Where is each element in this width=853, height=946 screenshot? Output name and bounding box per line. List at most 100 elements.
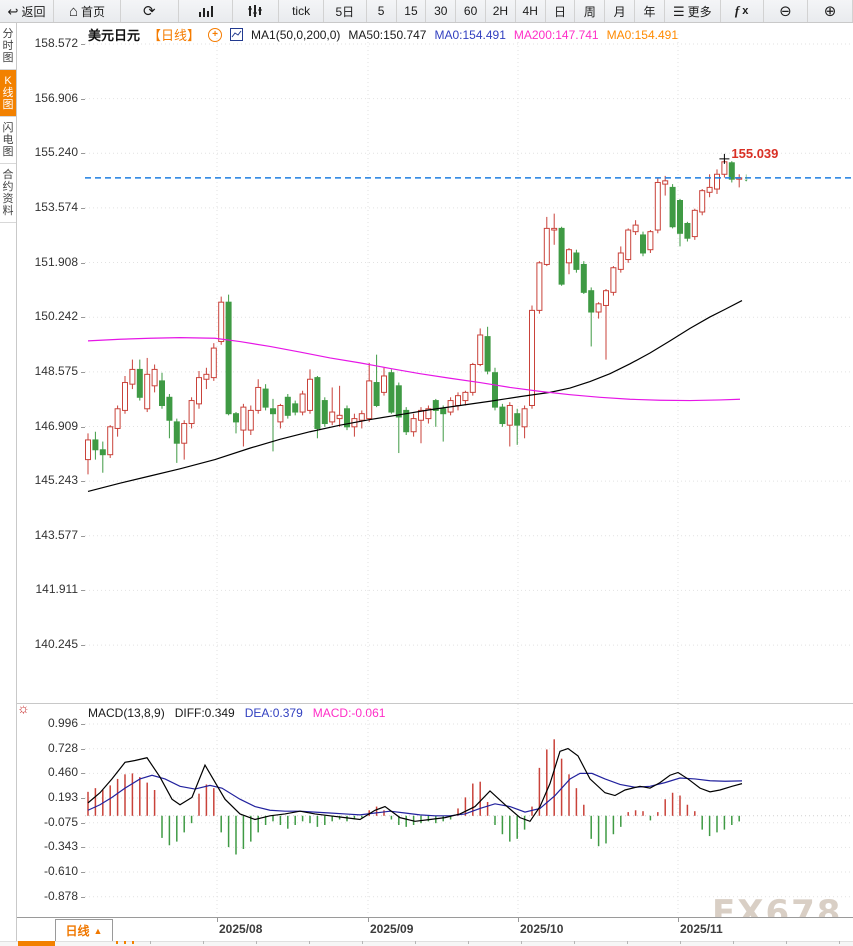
- navigator-tick: [786, 941, 787, 944]
- price-axis-tick: [81, 317, 85, 319]
- price-axis-tick: [81, 207, 85, 209]
- navigator-mark: [116, 941, 118, 944]
- macd-axis-label: -0.610: [43, 864, 78, 879]
- price-axis-tick: [81, 371, 85, 373]
- price-axis-label: 158.572: [34, 36, 78, 50]
- macd-diff-value: DIFF:0.349: [174, 706, 235, 720]
- navigator-tick: [733, 941, 734, 944]
- navigator-tick: [256, 941, 257, 944]
- macd-axis-label: -0.878: [43, 888, 78, 903]
- x-axis-label: 2025/08: [219, 922, 263, 936]
- macd-axis-tick: [81, 773, 85, 775]
- sidebar-item-K线图[interactable]: K 线 图: [0, 70, 16, 117]
- x-axis: 2025/08 2025/09 2025/10 2025/11: [17, 917, 853, 941]
- navigator-tick: [415, 941, 416, 944]
- bottom-navigator-strip[interactable]: [0, 941, 853, 946]
- toolbar-interval-30-button[interactable]: 30: [426, 0, 457, 22]
- navigator-tick: [627, 941, 628, 944]
- sidebar-item-分时图[interactable]: 分 时 图: [0, 23, 16, 70]
- price-axis-label: 143.577: [34, 527, 78, 542]
- sidebar-item-闪电图[interactable]: 闪 电 图: [0, 117, 16, 164]
- price-axis-label: 153.574: [34, 199, 78, 214]
- sidebar-item-合约资料[interactable]: 合 约 资 料: [0, 164, 16, 223]
- macd-header: MACD(13,8,9) DIFF:0.349 DEA:0.379 MACD:-…: [88, 706, 385, 720]
- toolbar-zoom-in-button[interactable]: ⊕: [808, 0, 853, 22]
- symbol-name: 美元日元: [88, 28, 141, 43]
- x-axis-tick: [368, 918, 369, 922]
- x-axis-tick: [678, 918, 679, 922]
- price-axis-tick: [81, 535, 85, 537]
- toolbar-more-button[interactable]: ☰ 更多: [665, 0, 721, 22]
- macd-axis-label: 0.728: [47, 740, 78, 755]
- navigator-tick: [203, 941, 204, 944]
- toolbar-interval-2h-button[interactable]: 2H: [486, 0, 516, 22]
- high-price-label: 155.039: [731, 145, 779, 161]
- toolbar-interval-15-button[interactable]: 15: [397, 0, 427, 22]
- toolbar-interval-5d-button[interactable]: 5日: [324, 0, 367, 22]
- mini-chart-icon: [230, 27, 244, 42]
- navigator-tick: [468, 941, 469, 944]
- macd-axis-label: -0.343: [43, 839, 78, 854]
- navigator-tick: [680, 941, 681, 944]
- toolbar-line-chart-button[interactable]: [179, 0, 233, 22]
- price-axis-label: 141.911: [35, 582, 79, 597]
- macd-dea-value: DEA:0.379: [244, 706, 303, 720]
- macd-axis-tick: [81, 822, 85, 824]
- navigator-mark: [132, 941, 134, 944]
- price-axis-tick: [81, 645, 85, 647]
- toolbar-interval-week-button[interactable]: 周: [575, 0, 606, 22]
- navigator-tick: [362, 941, 363, 944]
- macd-axis-label: 0.996: [47, 716, 78, 730]
- toolbar-refresh-button[interactable]: ⟳: [121, 0, 179, 22]
- main-candlestick-chart[interactable]: [85, 33, 853, 703]
- indicator-settings-icon[interactable]: ☼: [17, 700, 30, 716]
- toolbar-interval-60-button[interactable]: 60: [456, 0, 486, 22]
- price-axis-label: 146.909: [34, 418, 78, 433]
- price-axis-label: 155.240: [34, 145, 78, 160]
- macd-axis-label: 0.193: [47, 790, 78, 804]
- navigator-active-segment: [18, 941, 55, 946]
- toolbar-candle-chart-button[interactable]: [233, 0, 280, 22]
- pane-divider: [17, 703, 853, 704]
- macd-chart[interactable]: [85, 703, 853, 917]
- macd-axis-tick: [81, 896, 85, 898]
- ma200-value: MA200:147.741: [513, 27, 599, 42]
- macd-axis-tick: [81, 798, 85, 799]
- price-axis-tick: [81, 98, 85, 100]
- toolbar-interval-5-button[interactable]: 5: [367, 0, 397, 22]
- ma0-orange-value: MA0:154.491: [606, 27, 678, 42]
- period-selector-arrow-icon: ▲: [93, 925, 103, 936]
- period-selector[interactable]: 日线 ▲: [55, 919, 113, 942]
- macd-params-label: MACD(13,8,9): [88, 706, 165, 720]
- price-axis-tick: [81, 153, 85, 155]
- x-axis-tick: [518, 918, 519, 922]
- navigator-tick: [574, 941, 575, 944]
- add-compare-icon[interactable]: +: [208, 27, 223, 42]
- navigator-tick: [839, 941, 840, 944]
- navigator-tick: [150, 941, 151, 944]
- price-axis-label: 145.243: [34, 473, 78, 488]
- price-axis-tick: [81, 426, 85, 428]
- price-axis-label: 156.906: [34, 90, 78, 105]
- toolbar-home-button[interactable]: ⌂ 首页: [54, 0, 121, 22]
- x-axis-label: 2025/11: [680, 922, 723, 936]
- macd-axis-tick: [81, 872, 85, 874]
- price-axis-tick: [81, 262, 85, 264]
- price-axis-label: 151.908: [34, 254, 78, 269]
- toolbar-interval-4h-button[interactable]: 4H: [516, 0, 546, 22]
- price-axis-tick: [81, 481, 85, 483]
- period-selector-label: 日线: [65, 924, 90, 938]
- navigator-tick: [309, 941, 310, 944]
- period-tag: 【日线】: [148, 28, 201, 43]
- toolbar-interval-month-button[interactable]: 月: [605, 0, 636, 22]
- toolbar-back-button[interactable]: ↩ 返回: [0, 0, 54, 22]
- toolbar-interval-year-button[interactable]: 年: [635, 0, 665, 22]
- macd-axis-label: -0.075: [43, 814, 78, 829]
- toolbar-interval-tick-button[interactable]: tick: [279, 0, 324, 22]
- ma-settings-label: MA1(50,0,200,0): [251, 27, 341, 42]
- toolbar-interval-day-button[interactable]: 日: [546, 0, 576, 22]
- toolbar-zoom-out-button[interactable]: ⊖: [764, 0, 809, 22]
- price-axis-tick: [81, 590, 85, 592]
